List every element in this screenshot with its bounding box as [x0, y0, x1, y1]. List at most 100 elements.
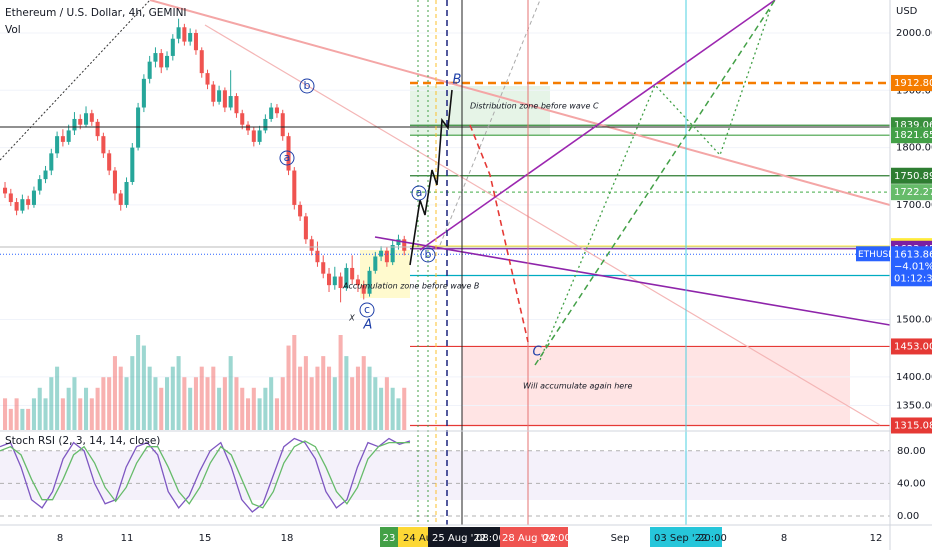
y-tick-label: 1350.00	[896, 400, 932, 411]
annotation: Accumulation zone before wave B	[342, 282, 479, 291]
wave-path	[409, 89, 453, 266]
candle-body	[298, 204, 303, 217]
volume-bar	[37, 387, 42, 430]
volume-bar	[292, 335, 297, 430]
volume-bar	[263, 387, 268, 430]
volume-bar	[205, 377, 210, 430]
price-label-box	[891, 338, 932, 355]
candle-body	[222, 90, 227, 108]
candle-body	[95, 121, 100, 137]
candle-body	[390, 245, 395, 263]
candle-body	[165, 55, 170, 68]
candle-body	[89, 113, 94, 122]
time-marker: 28 Aug '22	[502, 533, 556, 544]
time-marker-box	[428, 527, 500, 547]
volume-bar	[14, 398, 19, 430]
volume-bar	[170, 366, 175, 430]
candle-body	[84, 113, 89, 125]
volume-bar	[118, 366, 123, 430]
volume-bar	[147, 366, 152, 430]
candle-body	[344, 267, 349, 289]
candle-body	[159, 53, 164, 68]
volume-bar	[8, 408, 13, 430]
candle-body	[20, 199, 25, 211]
candle-body	[280, 113, 285, 137]
candle-body	[118, 193, 123, 205]
time-marker: 04:00	[542, 533, 571, 544]
price-label: 1839.06	[894, 120, 932, 131]
candle-body	[153, 53, 158, 62]
candle-body	[8, 193, 13, 203]
volume-bar	[3, 398, 8, 430]
candle-body	[124, 181, 129, 205]
candle-body	[274, 107, 279, 114]
candle-body	[55, 136, 60, 154]
volume-bar	[193, 377, 198, 430]
volume-bar	[217, 387, 222, 430]
candle-body	[355, 279, 360, 286]
y-tick-label: 1700.00	[896, 200, 932, 211]
trend-line	[419, 0, 776, 251]
stoch-title: Stoch RSI (2, 3, 14, 14, close)	[5, 435, 160, 447]
candle-body	[112, 170, 117, 194]
volume-bar	[298, 366, 303, 430]
currency-label: USD	[896, 6, 918, 17]
volume-bar	[402, 387, 407, 430]
volume-bar	[367, 366, 372, 430]
candle-body	[182, 27, 187, 42]
wave-circle	[411, 185, 427, 201]
wave-label: A	[363, 318, 373, 333]
candle-body	[49, 153, 54, 171]
candle-body	[205, 73, 210, 85]
candle-body	[228, 96, 233, 108]
candle-body	[367, 270, 372, 294]
volume-bar	[26, 408, 31, 430]
volume-bar	[176, 356, 181, 430]
candle-body	[402, 239, 407, 251]
volume-bar	[269, 377, 274, 430]
stoch-line	[0, 437, 411, 513]
wave-label: b	[304, 79, 311, 92]
time-marker: 08:00	[476, 533, 505, 544]
price-label-box	[891, 184, 932, 201]
volume-bar	[257, 398, 262, 430]
candle-body	[269, 107, 274, 119]
volume-bar	[43, 398, 48, 430]
volume-bar	[390, 387, 395, 430]
distribution-zone	[410, 86, 550, 136]
trend-line	[374, 236, 891, 326]
volume-bar	[182, 377, 187, 430]
projection	[534, 0, 776, 366]
volume-bar	[72, 377, 77, 430]
price-label-box	[891, 127, 932, 144]
drawings	[0, 0, 891, 525]
time-marker-box	[398, 527, 428, 547]
price-label: 1315.08	[894, 420, 932, 431]
volume-bar	[130, 356, 135, 430]
volume-bar	[350, 377, 355, 430]
y-tick-label: 2000.00	[896, 28, 932, 39]
volume-label: Vol	[5, 24, 21, 36]
volume-bar	[355, 366, 360, 430]
candle-body	[309, 239, 314, 251]
candle-body	[315, 250, 320, 263]
wave-label: a	[416, 186, 423, 199]
current-change: −4.01%	[894, 261, 932, 272]
volume-bar	[159, 387, 164, 430]
volume-bar	[240, 387, 245, 430]
candle-body	[396, 239, 401, 246]
stoch-band	[0, 451, 890, 500]
volume-bar	[141, 345, 146, 430]
price-label: 1912.80	[894, 78, 932, 89]
volume-bar	[384, 377, 389, 430]
candle-body	[136, 107, 141, 148]
candle-body	[327, 273, 332, 286]
candle-body	[60, 136, 65, 142]
y-tick-label: 1800.00	[896, 143, 932, 154]
volume-bar	[49, 377, 54, 430]
volume-bar	[89, 398, 94, 430]
time-label: 8	[57, 533, 63, 544]
volume-bar	[274, 398, 279, 430]
candle-body	[199, 50, 204, 74]
volume-bar	[101, 377, 106, 430]
